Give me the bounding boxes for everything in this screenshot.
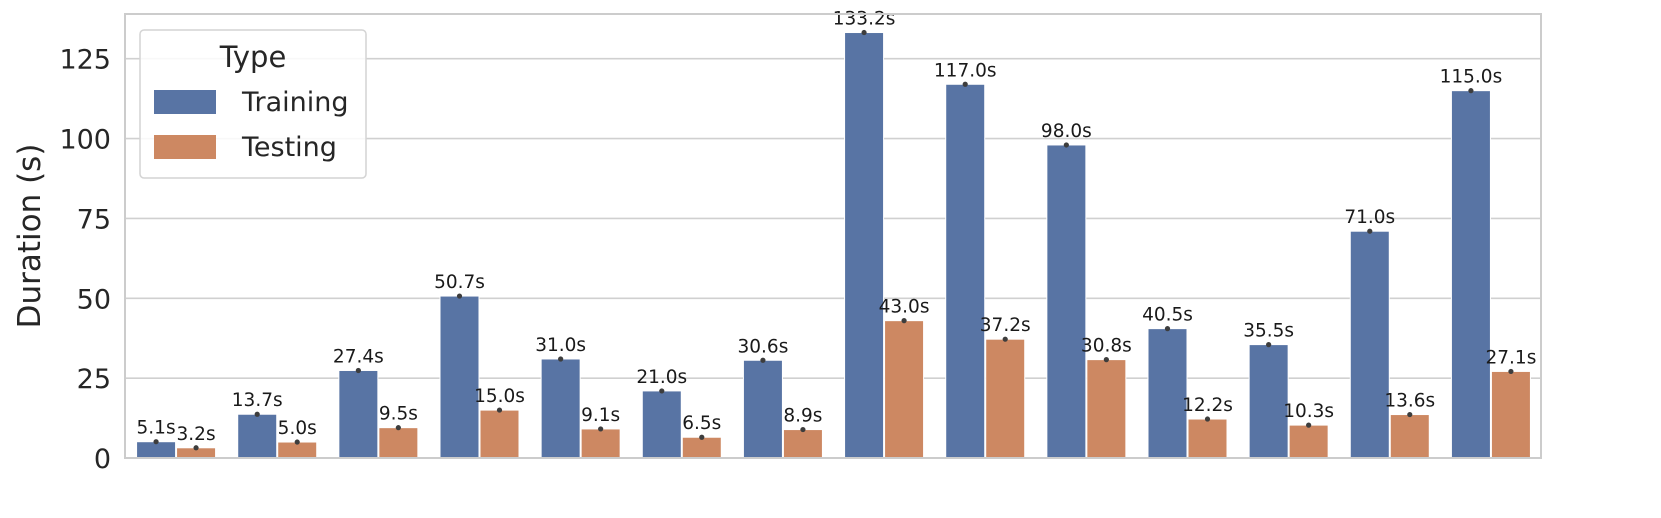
plot-frame <box>124 13 1542 459</box>
data-label-testing-9: 37.2s <box>980 315 1031 336</box>
data-label-training-14: 115.0s <box>1440 67 1503 88</box>
point-training-12 <box>1266 342 1272 348</box>
data-label-testing-11: 12.2s <box>1182 395 1233 416</box>
bar-training-2 <box>237 413 278 459</box>
data-label-testing-8: 43.0s <box>879 297 930 318</box>
y-tick-labels: 0 25 50 75 100 125 <box>59 45 111 475</box>
data-label-testing-4: 15.0s <box>474 386 525 407</box>
point-testing-1 <box>193 445 199 451</box>
data-label-training-2: 13.7s <box>232 390 283 411</box>
data-label-testing-12: 10.3s <box>1283 401 1334 422</box>
data-label-testing-7: 8.9s <box>783 406 822 427</box>
point-testing-7 <box>800 426 806 433</box>
bar-training-6 <box>641 390 682 459</box>
y-tick-label-100: 100 <box>59 125 111 156</box>
bar-training-3 <box>338 369 379 459</box>
bar-testing-5 <box>580 428 621 459</box>
bar-training-13 <box>1349 230 1390 459</box>
point-training-13 <box>1367 228 1373 234</box>
point-training-7 <box>760 357 766 363</box>
point-testing-12 <box>1306 422 1312 428</box>
point-training-10 <box>1063 142 1069 148</box>
data-label-training-10: 98.0s <box>1041 121 1092 142</box>
data-label-training-1: 5.1s <box>137 418 176 439</box>
bar-training-9 <box>945 83 986 459</box>
y-tick-label-125: 125 <box>59 45 111 76</box>
bar-training-4 <box>439 295 480 459</box>
point-testing-13 <box>1407 411 1413 418</box>
bar-training-10 <box>1046 144 1087 459</box>
bar-testing-7 <box>782 429 823 459</box>
data-labels: 5.1s 13.7s 27.4s 50.7s 31.0s 21.0s 30.6s 133.2s… <box>137 9 1537 445</box>
bar-testing-12 <box>1288 424 1329 459</box>
point-testing-11 <box>1204 416 1211 422</box>
legend-label-training[interactable]: Training <box>241 87 349 118</box>
legend[interactable]: Type Training Testing <box>139 29 367 179</box>
data-label-training-8: 133.2s <box>833 9 896 30</box>
point-training-8 <box>861 29 867 36</box>
data-label-training-7: 30.6s <box>738 336 789 357</box>
point-testing-5 <box>598 426 604 432</box>
bar-testing-11 <box>1187 418 1228 459</box>
bar-training-14 <box>1450 90 1491 459</box>
bar-testing-9 <box>985 338 1026 459</box>
point-training-6 <box>659 388 665 394</box>
point-training-1 <box>153 439 159 445</box>
bar-training-5 <box>540 358 581 459</box>
data-label-testing-13: 13.6s <box>1384 391 1435 412</box>
y-axis-label: Duration (s) <box>12 144 48 329</box>
point-testing-2 <box>294 439 300 445</box>
bar-training-7 <box>742 359 783 459</box>
data-label-training-9: 117.0s <box>934 60 997 81</box>
point-training-5 <box>558 356 564 362</box>
data-label-training-4: 50.7s <box>434 272 485 293</box>
data-label-testing-14: 27.1s <box>1486 347 1537 368</box>
data-label-training-6: 21.0s <box>636 367 687 388</box>
point-training-9 <box>962 81 968 87</box>
bar-testing-6 <box>681 436 722 459</box>
bar-testing-4 <box>479 409 520 459</box>
data-label-training-3: 27.4s <box>333 346 384 367</box>
legend-title: Type <box>219 40 287 74</box>
error-points <box>153 29 1514 451</box>
y-tick-label-0: 0 <box>94 444 111 475</box>
bar-testing-10 <box>1086 359 1127 459</box>
point-training-3 <box>355 367 361 374</box>
point-training-11 <box>1164 326 1171 332</box>
point-testing-6 <box>699 434 705 440</box>
bars <box>136 32 1531 459</box>
data-label-training-5: 31.0s <box>535 335 586 356</box>
point-training-4 <box>456 293 463 299</box>
bar-testing-8 <box>884 320 925 459</box>
data-label-testing-3: 9.5s <box>379 404 418 425</box>
point-testing-9 <box>1002 336 1008 342</box>
bar-training-8 <box>844 32 885 459</box>
point-testing-8 <box>901 318 907 324</box>
data-label-training-12: 35.5s <box>1243 321 1294 342</box>
y-tick-label-50: 50 <box>77 284 111 315</box>
bar-training-11 <box>1147 328 1188 459</box>
legend-swatch-training <box>154 90 216 114</box>
point-testing-3 <box>395 425 401 431</box>
point-testing-4 <box>496 407 503 413</box>
legend-swatch-testing <box>154 135 216 159</box>
point-training-2 <box>254 411 260 417</box>
data-label-testing-5: 9.1s <box>581 405 620 426</box>
point-training-14 <box>1468 88 1474 94</box>
y-tick-label-75: 75 <box>77 204 111 235</box>
bar-testing-14 <box>1490 370 1531 459</box>
data-label-testing-2: 5.0s <box>278 418 317 439</box>
bar-testing-13 <box>1389 414 1430 459</box>
data-label-testing-1: 3.2s <box>177 424 216 445</box>
point-testing-14 <box>1508 368 1514 375</box>
data-label-testing-6: 6.5s <box>682 413 721 434</box>
bar-testing-3 <box>378 427 419 459</box>
data-label-training-13: 71.0s <box>1344 207 1395 228</box>
point-testing-10 <box>1103 357 1109 363</box>
data-label-testing-10: 30.8s <box>1081 336 1132 357</box>
y-tick-label-25: 25 <box>77 364 111 395</box>
data-label-training-11: 40.5s <box>1142 305 1193 326</box>
legend-label-testing[interactable]: Testing <box>241 132 337 163</box>
